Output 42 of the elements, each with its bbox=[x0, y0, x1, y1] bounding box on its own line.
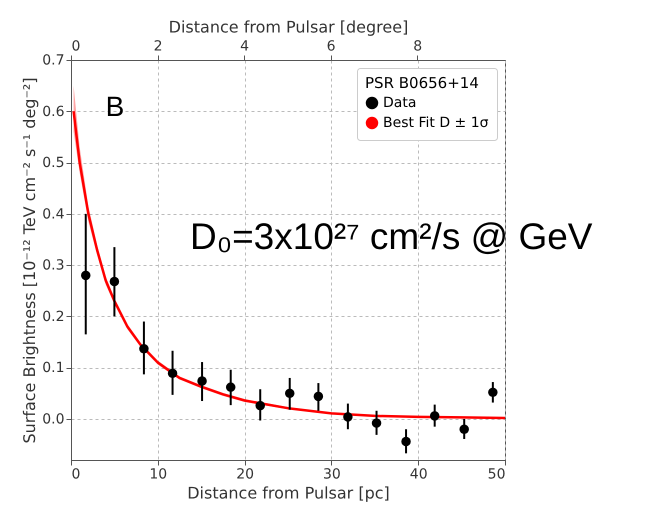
annotation: D₀=3x10²⁷ cm²/s @ GeV bbox=[190, 216, 593, 257]
x2-tick-label: 0 bbox=[72, 38, 80, 54]
x-tick-label: 50 bbox=[488, 466, 506, 482]
y-axis-title: Surface Brightness [10⁻¹² TeV cm⁻² s⁻¹ deg⁻²] bbox=[20, 77, 40, 444]
point bbox=[197, 376, 207, 386]
y-tick-label: 0.0 bbox=[42, 411, 64, 428]
point bbox=[401, 436, 411, 446]
point bbox=[255, 400, 265, 410]
y-tick-label: 0.1 bbox=[42, 360, 64, 376]
legend-label: Best Fit D ± 1σ bbox=[383, 115, 489, 131]
point bbox=[168, 368, 178, 378]
x-axis-title: Distance from Pulsar [pc] bbox=[187, 484, 390, 502]
x2-tick-label: 4 bbox=[240, 38, 250, 54]
point bbox=[430, 411, 440, 421]
legend-label: Data bbox=[383, 95, 416, 111]
point bbox=[343, 412, 353, 422]
x2-axis-title: Distance from Pulsar [degree] bbox=[168, 18, 408, 36]
x-tick-label: 40 bbox=[410, 466, 428, 482]
point bbox=[488, 388, 498, 398]
point bbox=[81, 270, 90, 280]
x-tick-label: 30 bbox=[322, 466, 341, 482]
x2-tick-label: 8 bbox=[413, 38, 422, 54]
x-tick-label: 0 bbox=[72, 466, 80, 482]
point bbox=[459, 424, 469, 434]
point bbox=[314, 392, 324, 402]
x-tick-label: 10 bbox=[149, 466, 168, 482]
y-tick-label: 0.3 bbox=[42, 258, 64, 274]
y-tick-label: 0.5 bbox=[42, 155, 64, 172]
point bbox=[226, 382, 236, 392]
point bbox=[372, 418, 382, 428]
point bbox=[110, 276, 120, 286]
point bbox=[139, 344, 149, 354]
y-tick-label: 0.7 bbox=[42, 52, 64, 68]
x2-tick-label: 2 bbox=[154, 38, 162, 54]
point bbox=[284, 388, 294, 398]
x2-tick-label: 6 bbox=[326, 38, 336, 54]
annotation: B bbox=[106, 91, 124, 122]
y-tick-label: 0.4 bbox=[42, 206, 65, 222]
y-tick-label: 0.6 bbox=[42, 104, 65, 120]
y-tick-label: 0.2 bbox=[42, 308, 64, 325]
legend-title: PSR B0656+14 bbox=[365, 74, 479, 92]
x-tick-label: 20 bbox=[236, 466, 254, 482]
